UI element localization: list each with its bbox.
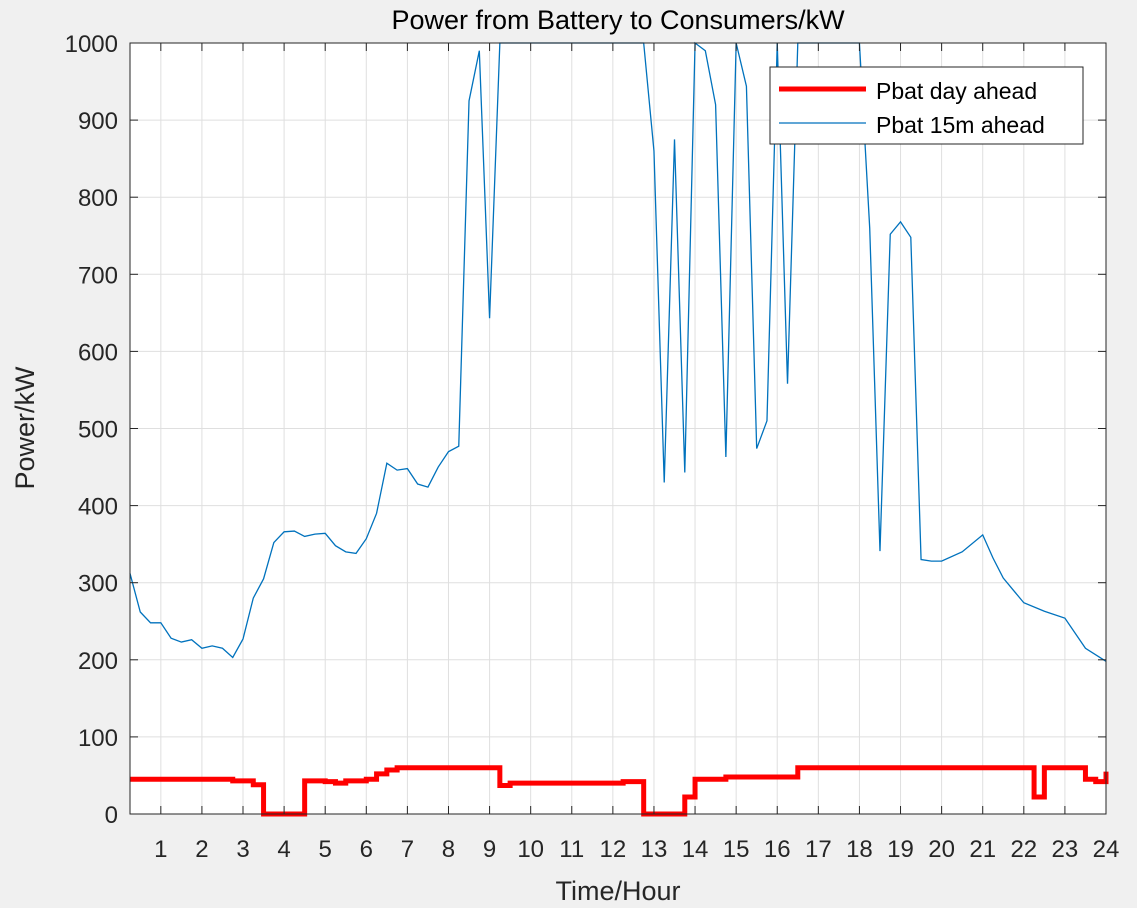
x-tick-label: 20	[928, 836, 955, 863]
series-layer	[129, 41, 1109, 817]
series-line-15m-ahead	[129, 41, 1107, 662]
y-tick-label: 100	[78, 725, 118, 752]
legend-label-15m-ahead: Pbat 15m ahead	[876, 112, 1045, 138]
y-tick-label: 400	[78, 494, 118, 521]
y-tick-label: 500	[78, 417, 118, 444]
y-tick-label: 700	[78, 262, 118, 289]
x-tick-label: 3	[236, 836, 249, 863]
x-tick-label: 4	[277, 836, 290, 863]
y-tick-label: 600	[78, 339, 118, 366]
x-tick-label: 24	[1093, 836, 1120, 863]
y-axis-ticks: 0 100 200 300 400 500 600 700 800 900 1000	[65, 31, 1106, 829]
x-tick-label: 10	[517, 836, 544, 863]
x-tick-label: 9	[483, 836, 496, 863]
series-line-day-ahead	[130, 765, 1109, 817]
x-tick-label: 23	[1052, 836, 1079, 863]
x-tick-label: 19	[887, 836, 914, 863]
y-tick-label: 0	[105, 802, 118, 829]
y-axis-title: Power/kW	[10, 366, 40, 490]
x-tick-label: 21	[969, 836, 996, 863]
y-tick-label: 800	[78, 185, 118, 212]
x-tick-label: 5	[319, 836, 332, 863]
y-tick-label: 1000	[65, 31, 118, 58]
y-tick-label: 200	[78, 648, 118, 675]
x-tick-label: 16	[764, 836, 791, 863]
x-axis-title: Time/Hour	[555, 876, 680, 906]
x-tick-label: 2	[195, 836, 208, 863]
x-tick-label: 1	[154, 836, 167, 863]
y-tick-label: 300	[78, 571, 118, 598]
legend-label-day-ahead: Pbat day ahead	[876, 78, 1037, 104]
x-tick-label: 7	[401, 836, 414, 863]
chart-title: Power from Battery to Consumers/kW	[391, 5, 845, 35]
x-tick-label: 12	[600, 836, 627, 863]
y-tick-label: 900	[78, 108, 118, 135]
x-tick-label: 15	[723, 836, 750, 863]
legend-box	[769, 66, 1084, 145]
x-tick-label: 6	[360, 836, 373, 863]
x-tick-label: 8	[442, 836, 455, 863]
x-tick-label: 22	[1010, 836, 1037, 863]
x-tick-label: 11	[559, 836, 584, 863]
x-tick-label: 14	[682, 836, 709, 863]
x-tick-label: 17	[805, 836, 832, 863]
x-axis-ticks: 1 2 3 4 5 6 7 8 9 10 11 12 13 14 15 16 17 18 19 20 21 22 23 24	[154, 43, 1119, 863]
x-tick-label: 18	[846, 836, 873, 863]
x-tick-label: 13	[641, 836, 668, 863]
legend: Pbat day ahead Pbat 15m ahead	[769, 66, 1084, 145]
